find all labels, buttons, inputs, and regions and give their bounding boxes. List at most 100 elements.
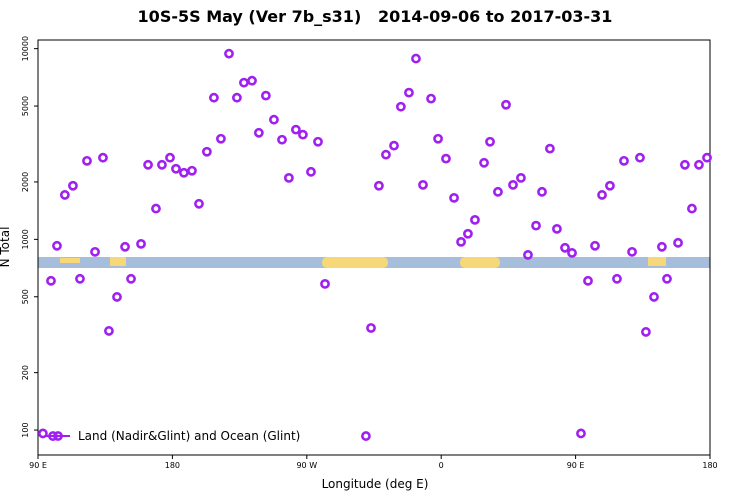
point [112,292,122,302]
point [187,165,197,176]
point [320,278,330,289]
x-tick-label: 90 E [567,461,585,470]
y-axis-label: N Total [0,227,12,268]
legend-marker [53,431,63,441]
point [523,249,533,260]
point [90,246,100,257]
point [531,220,541,231]
point [702,152,712,163]
x-tick-label: 90 W [296,461,317,470]
point [441,153,451,164]
point [657,241,667,252]
point [381,149,391,160]
point [194,198,204,209]
legend-label: Land (Nadir&Glint) and Ocean (Glint) [78,429,300,443]
point [374,180,384,191]
point [516,173,526,183]
point [537,186,547,197]
point [239,77,249,88]
point [298,129,308,140]
point [75,273,85,284]
point [52,240,62,251]
x-axis-label: Longitude (deg E) [322,477,429,491]
point [260,90,271,101]
point [171,163,181,174]
point [479,157,489,168]
y-tick-label: 5000 [21,96,30,116]
point [232,92,242,103]
point [313,136,323,147]
point [157,159,167,170]
point [136,238,146,249]
point [449,192,459,203]
point [662,273,672,284]
y-tick-label: 10000 [21,36,30,61]
point [165,152,175,163]
point [178,167,189,178]
point [290,124,301,135]
y-tick-label: 200 [21,365,30,380]
x-tick-label: 180 [702,461,717,470]
chart-title: 10S-5S May (Ver 7b_s31) 2014-09-06 to 20… [138,7,613,26]
point [501,99,511,110]
point [216,133,226,144]
point [404,87,414,98]
point [143,159,153,170]
point [597,190,607,200]
point [224,48,234,59]
point [361,431,371,441]
point [680,159,690,170]
y-tick-label: 1000 [21,229,30,249]
point [456,236,466,247]
point [567,248,577,258]
point [126,273,136,284]
point [418,179,428,190]
point [68,180,78,191]
point [253,127,264,138]
point [552,223,562,234]
point [201,146,212,157]
point [627,246,637,257]
point [463,228,473,239]
y-tick-label: 500 [21,289,30,304]
point [649,292,659,302]
point [545,143,555,154]
point [38,428,48,439]
y-tick-label: 2000 [21,172,30,192]
point [283,173,294,183]
point [209,92,219,103]
point [583,275,593,286]
point [366,323,376,333]
point [433,133,443,144]
point [247,75,257,86]
x-tick-label: 0 [439,461,444,470]
x-tick-label: 90 E [29,461,47,470]
point [277,134,287,145]
point [98,152,108,163]
point [485,136,495,147]
point [612,273,622,284]
point [694,159,704,170]
point [306,166,316,177]
point [619,155,629,166]
point [635,152,645,163]
point [426,93,436,104]
point [151,203,161,214]
point [641,327,651,337]
y-tick-label: 100 [21,422,30,437]
point [470,214,480,225]
point [605,180,615,191]
point [46,275,56,286]
point [508,179,518,190]
point [82,155,92,166]
point [493,186,503,197]
point [59,190,70,200]
point [411,53,421,64]
point [673,237,683,248]
plot-frame [37,39,711,456]
point [120,241,130,252]
map-band [38,257,710,268]
point [590,240,600,251]
point [687,203,697,214]
